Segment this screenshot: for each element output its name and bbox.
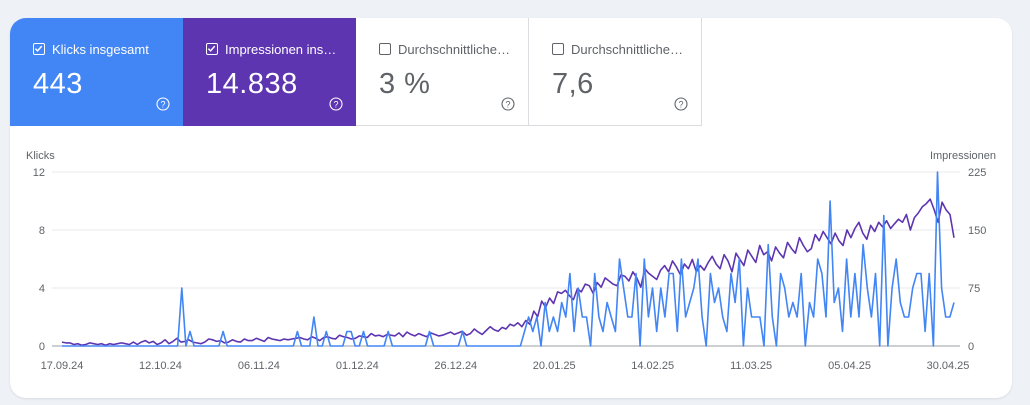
svg-text:?: ? — [505, 99, 510, 109]
checkbox-checked-icon[interactable] — [206, 43, 218, 55]
series-line-impressionen — [61, 198, 955, 346]
metric-label: Durchschnittliche… — [398, 42, 510, 57]
x-tick-label: 14.02.25 — [631, 360, 674, 372]
y-axis-left-title: Klicks — [26, 150, 55, 162]
y-right-tick-label: 75 — [968, 283, 980, 295]
metric-value: 3 % — [379, 68, 431, 100]
help-circle-icon[interactable]: ? — [674, 97, 688, 111]
help-circle-icon[interactable]: ? — [501, 97, 515, 111]
x-tick-label: 17.09.24 — [41, 360, 84, 372]
checkbox-checked-icon[interactable] — [33, 43, 45, 55]
svg-text:?: ? — [678, 99, 683, 109]
svg-text:?: ? — [333, 99, 338, 109]
checkbox-unchecked-icon[interactable] — [552, 43, 564, 55]
x-tick-label: 12.10.24 — [139, 360, 182, 372]
metric-label: Klicks insgesamt — [52, 42, 149, 57]
y-left-tick-label: 4 — [39, 283, 45, 295]
x-tick-label: 06.11.24 — [238, 360, 280, 372]
metric-label: Impressionen ins… — [225, 42, 337, 57]
x-tick-label: 20.01.25 — [533, 360, 576, 372]
metric-tiles: Klicks insgesamt 443 ? Impressionen ins…… — [10, 18, 702, 126]
x-tick-label: 01.12.24 — [336, 360, 379, 372]
metric-tile-impressions[interactable]: Impressionen ins… 14.838 ? — [183, 18, 356, 126]
y-right-tick-label: 0 — [968, 341, 974, 353]
x-tick-label: 30.04.25 — [927, 360, 970, 372]
chart-svg: Klicks Impressionen 12 225 8 150 4 75 0 0 17.09.… — [26, 150, 996, 372]
svg-text:?: ? — [160, 99, 165, 109]
x-tick-label: 26.12.24 — [434, 360, 477, 372]
y-left-tick-label: 0 — [39, 341, 45, 353]
metric-tile-clicks[interactable]: Klicks insgesamt 443 ? — [10, 18, 183, 126]
y-left-tick-label: 8 — [39, 225, 45, 237]
y-left-tick-label: 12 — [33, 167, 45, 179]
metric-value: 443 — [33, 68, 83, 100]
y-right-tick-label: 225 — [968, 167, 986, 179]
performance-card: Klicks insgesamt 443 ? Impressionen ins…… — [10, 18, 1012, 398]
y-right-tick-label: 150 — [968, 225, 986, 237]
metric-tile-position[interactable]: Durchschnittliche… 7,6 ? — [529, 18, 702, 126]
series-line-klicks — [62, 171, 955, 347]
metric-value: 7,6 — [552, 68, 594, 100]
y-axis-right-title: Impressionen — [930, 150, 996, 162]
help-circle-icon[interactable]: ? — [329, 97, 343, 111]
metric-tile-ctr[interactable]: Durchschnittliche… 3 % ? — [356, 18, 529, 126]
x-tick-label: 05.04.25 — [828, 360, 871, 372]
help-circle-icon[interactable]: ? — [156, 97, 170, 111]
x-tick-label: 11.03.25 — [730, 360, 772, 372]
checkbox-unchecked-icon[interactable] — [379, 43, 391, 55]
metric-label: Durchschnittliche… — [571, 42, 683, 57]
performance-chart: Klicks Impressionen 12 225 8 150 4 75 0 0 17.09.… — [10, 126, 1012, 398]
metric-value: 14.838 — [206, 68, 298, 100]
